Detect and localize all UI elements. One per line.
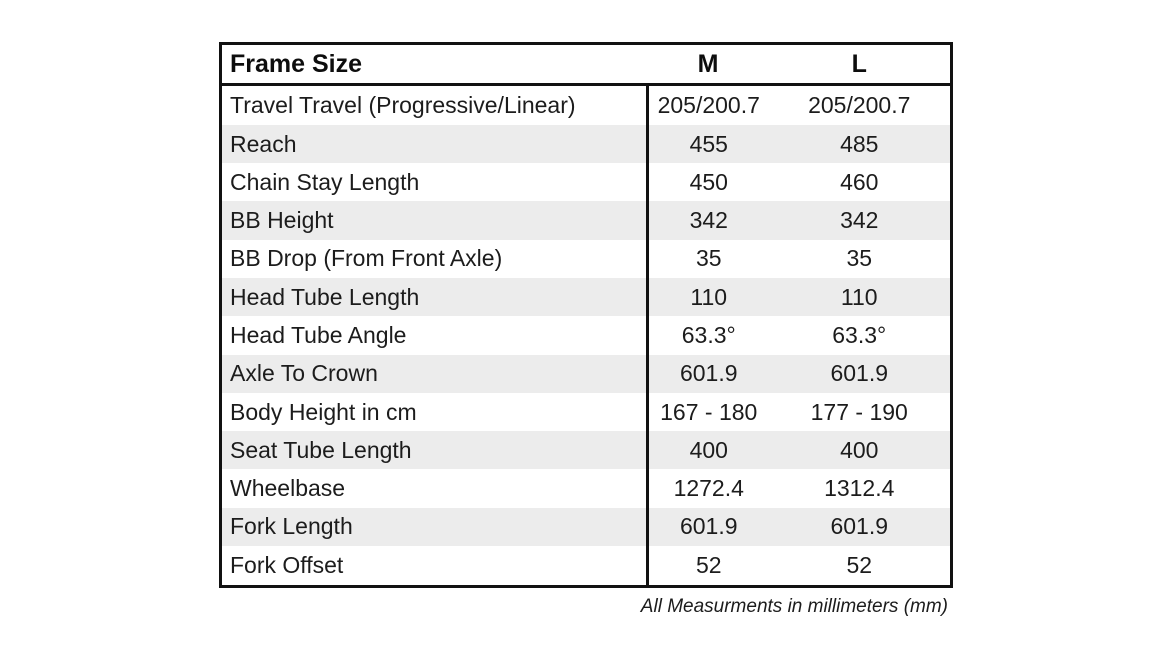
measurement-units-note: All Measurments in millimeters (mm) [640, 596, 948, 617]
row-label: Travel Travel (Progressive/Linear) [220, 84, 649, 125]
row-label: Axle To Crown [220, 354, 649, 393]
row-label: Head Tube Length [220, 278, 649, 317]
row-label: Fork Offset [220, 546, 649, 587]
value-l: 110 [840, 283, 878, 310]
table-row: Head Tube Angle 63.3° 63.3° [220, 316, 952, 355]
table-row: Chain Stay Length 450 460 [220, 163, 952, 202]
value-m: 35 [695, 245, 722, 272]
value-l: 485 [840, 130, 879, 157]
table-row: BB Drop (From Front Axle) 35 35 [220, 239, 952, 279]
row-label: Head Tube Angle [220, 316, 649, 355]
value-m: 167 - 180 [660, 398, 758, 425]
row-label: Wheelbase [220, 469, 649, 508]
frame-geometry-table: Frame Size M L Travel Travel (Progressiv… [219, 42, 953, 588]
value-m: 601.9 [679, 513, 738, 540]
value-l: 63.3° [832, 321, 887, 348]
value-m: 205/200.7 [657, 91, 760, 118]
row-label: BB Height [220, 201, 649, 240]
header-size-l: L [768, 43, 952, 86]
table-row: Travel Travel (Progressive/Linear) 205/2… [220, 84, 952, 125]
value-m: 110 [690, 283, 728, 310]
value-l: 601.9 [830, 513, 889, 540]
value-l: 400 [840, 436, 879, 463]
table-header: Frame Size M L [220, 43, 952, 86]
value-l: 342 [840, 207, 879, 234]
value-l: 52 [846, 552, 873, 578]
value-m: 342 [689, 207, 728, 234]
header-frame-size: Frame Size [220, 43, 648, 86]
value-m: 601.9 [679, 360, 738, 387]
value-m: 63.3° [681, 321, 736, 348]
value-l: 205/200.7 [808, 91, 911, 118]
row-label: BB Drop (From Front Axle) [220, 239, 649, 279]
value-m: 455 [689, 130, 728, 157]
value-m: 400 [689, 436, 728, 463]
header-row: Frame Size M L [220, 43, 952, 86]
row-label: Fork Length [220, 507, 649, 546]
value-l: 460 [840, 168, 879, 195]
table-row: Fork Offset 52 52 [220, 546, 952, 587]
table-row: Axle To Crown 601.9 601.9 [220, 354, 952, 393]
table-row: Seat Tube Length 400 400 [220, 431, 952, 470]
value-m: 1272.4 [673, 475, 744, 502]
row-label: Chain Stay Length [220, 163, 649, 202]
row-label: Reach [220, 124, 649, 164]
table-row: BB Height 342 342 [220, 201, 952, 240]
table-body: Travel Travel (Progressive/Linear) 205/2… [220, 84, 952, 587]
table-row: Head Tube Length 110 110 [220, 278, 952, 317]
value-l: 1312.4 [824, 475, 895, 502]
value-l: 35 [846, 245, 873, 272]
row-label: Seat Tube Length [220, 431, 649, 470]
value-l: 601.9 [830, 360, 889, 387]
value-m: 450 [689, 168, 728, 195]
table-row: Body Height in cm 167 - 180 177 - 190 [220, 392, 952, 432]
table-row: Reach 455 485 [220, 124, 952, 164]
row-label: Body Height in cm [220, 392, 649, 432]
value-m: 52 [695, 552, 722, 578]
table-row: Fork Length 601.9 601.9 [220, 507, 952, 546]
header-size-m: M [647, 43, 769, 86]
value-l: 177 - 190 [810, 398, 908, 425]
table-row: Wheelbase 1272.4 1312.4 [220, 469, 952, 508]
